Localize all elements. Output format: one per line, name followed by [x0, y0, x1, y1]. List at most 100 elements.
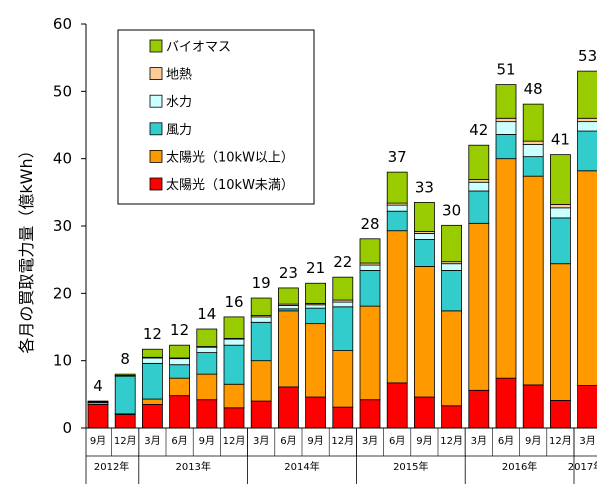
x-tick-label: 9月	[307, 435, 323, 447]
bar-total-label: 16	[224, 293, 243, 311]
bar-segment	[141, 398, 163, 405]
bar-segment	[468, 190, 490, 224]
y-tick-label: 0	[62, 419, 72, 437]
bar-segment	[522, 144, 544, 158]
bar-segment	[196, 373, 218, 401]
legend-entry-label: 太陽光（10kW未満）	[166, 178, 294, 193]
bar-segment	[550, 154, 571, 205]
bar-segment	[413, 233, 435, 240]
y-axis-label: 各月の買取電力量（億kWh）	[17, 142, 36, 353]
bar-segment	[468, 181, 490, 192]
bar-segment	[305, 323, 327, 398]
bar-segment	[550, 204, 571, 209]
bar-segment	[169, 395, 191, 429]
bar-segment	[522, 156, 544, 177]
legend-entry-label: 水力	[166, 95, 192, 110]
x-tick-label: 12月	[440, 435, 463, 447]
legend-entry-label: バイオマス	[166, 40, 231, 55]
x-tick-label: 3月	[144, 435, 160, 447]
bar-total-label: 33	[415, 178, 434, 196]
bar-segment	[223, 316, 245, 339]
bar-total-label: 41	[551, 131, 570, 149]
bar-total-label: 12	[170, 321, 189, 339]
legend-entry-label: 風力	[166, 123, 192, 138]
bar-segment	[114, 375, 136, 415]
bar-segment	[522, 103, 544, 142]
bar-segment	[386, 210, 408, 232]
x-tick-label: 9月	[416, 435, 432, 447]
bar-segment	[468, 222, 490, 391]
bar-segment	[332, 306, 354, 351]
bar-segment	[305, 304, 327, 309]
plot-area: 0 10 20 30 40 50 60 48 12 12 14 16 19 23 21 22 28 37 33 30 4…	[53, 15, 597, 484]
bar-segment	[332, 276, 354, 301]
bar-segment	[468, 179, 490, 183]
bar-segment	[495, 121, 517, 135]
bar-segment	[305, 282, 327, 304]
bar-segment	[359, 399, 381, 429]
bar-segment	[87, 400, 109, 403]
x-year-label: 2014年	[284, 460, 319, 473]
bar-segment	[441, 405, 463, 429]
x-tick-label: 12月	[549, 435, 572, 447]
bar-segment	[577, 130, 597, 172]
bar-segment	[441, 263, 463, 271]
bar-segment	[277, 310, 299, 388]
bar-segment	[196, 346, 218, 353]
bar-segment	[141, 348, 163, 358]
bar-segment	[141, 362, 163, 400]
x-tick-label: 12月	[114, 435, 137, 447]
bar-total-label: 42	[469, 121, 488, 139]
bar-segment	[577, 170, 597, 386]
bar-segment	[305, 307, 327, 325]
x-tick-label: 3月	[579, 435, 595, 447]
x-tick-label: 9月	[199, 435, 215, 447]
bar-segment	[522, 140, 544, 145]
bar-total-label: 4	[93, 377, 103, 395]
bar-segment	[223, 383, 245, 409]
bar-segment	[468, 389, 490, 429]
bar-segment	[223, 338, 245, 346]
bar-segment	[250, 297, 272, 316]
y-tick-label: 40	[53, 150, 72, 168]
bar-segment	[223, 344, 245, 385]
bar-segment	[386, 230, 408, 384]
bar-segment	[250, 400, 272, 429]
x-tick-label: 9月	[90, 435, 106, 447]
bar-segment	[196, 399, 218, 429]
y-tick-label: 60	[53, 15, 72, 33]
x-year-label: 2016年	[502, 460, 537, 473]
bar-segment	[359, 264, 381, 271]
bar-segment	[550, 263, 571, 401]
bar-segment	[359, 270, 381, 307]
y-tick-label: 30	[53, 217, 72, 235]
bar-segment	[169, 358, 191, 366]
bar-segment	[250, 316, 272, 323]
legend-swatch	[149, 94, 163, 108]
bar-segment	[550, 207, 571, 219]
bar-segment	[277, 287, 299, 305]
bar-segment	[386, 382, 408, 429]
legend-entry-label: 地熱	[166, 68, 192, 83]
x-tick-label: 6月	[498, 435, 514, 447]
x-tick-label: 12月	[223, 435, 246, 447]
bar-segment	[196, 328, 218, 347]
x-tick-label: 3月	[362, 435, 378, 447]
bar-segment	[441, 310, 463, 407]
bar-segment	[495, 134, 517, 160]
bar-segment	[441, 224, 463, 263]
bar-total-label: 51	[496, 61, 515, 79]
bar-segment	[332, 301, 354, 308]
legend-swatch	[149, 67, 163, 80]
bar-segment	[332, 350, 354, 408]
bar-total-label: 12	[143, 325, 162, 343]
bar-segment	[550, 399, 571, 429]
bar-segment	[305, 396, 327, 429]
bar-segment	[522, 175, 544, 386]
bar-segment	[495, 158, 517, 379]
bar-segment	[332, 406, 354, 429]
bar-total-label: 37	[388, 148, 407, 166]
bar-segment	[577, 385, 597, 429]
bar-total-label: 8	[120, 350, 130, 368]
